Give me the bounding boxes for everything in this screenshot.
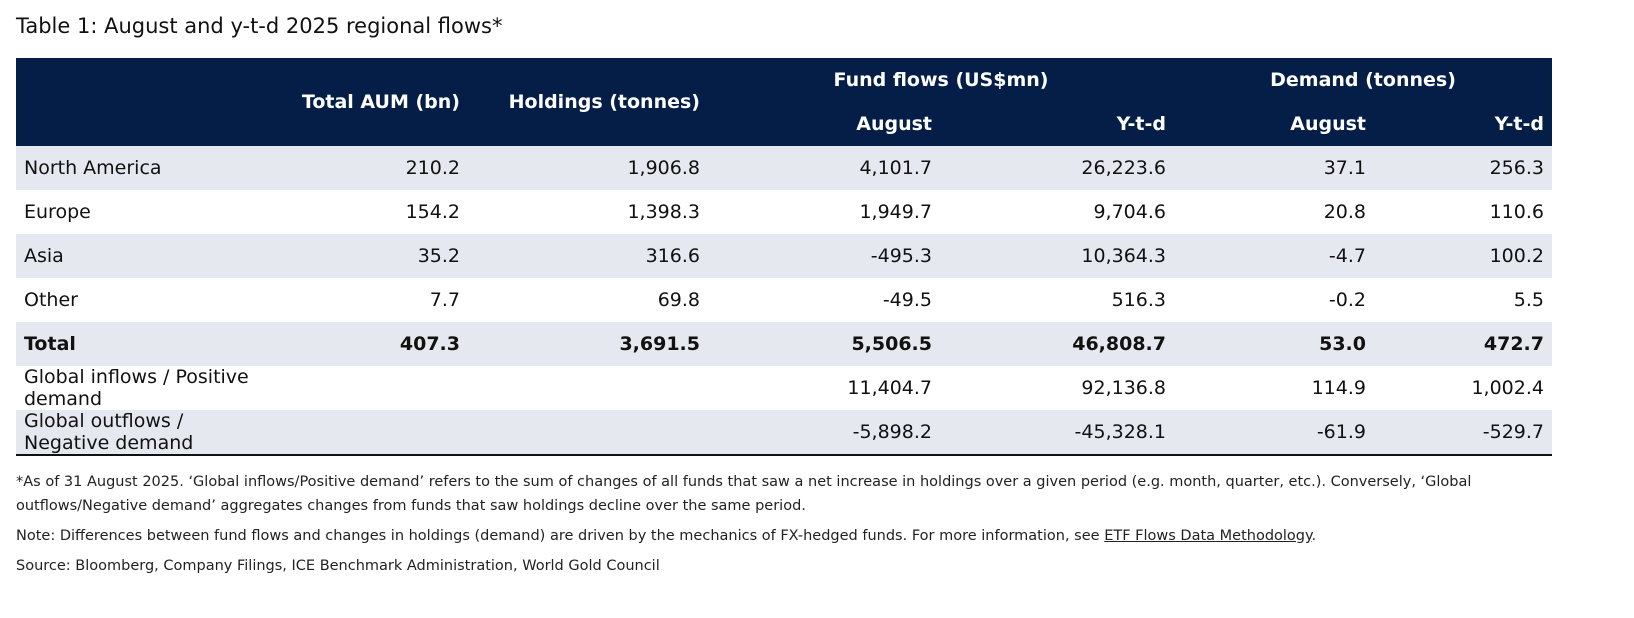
table-title: Table 1: August and y-t-d 2025 regional … [16,14,503,38]
table-row: Asia 35.2 316.6 -495.3 10,364.3 -4.7 100.2 [16,234,1552,278]
header-ff-august: August [708,102,940,146]
cell-region: Other [24,289,78,311]
cell-aum [272,366,468,410]
regional-flows-table: Total AUM (bn) Holdings (tonnes) Fund fl… [16,58,1552,456]
cell-region: Total [16,322,272,366]
header-holdings: Holdings (tonnes) [468,58,708,146]
header-fund-flows: Fund flows (US$mn) [708,58,1174,102]
table-row: Global inflows / Positive demand 11,404.7… [16,366,1552,410]
cell-holdings [468,366,708,410]
cell-ff-aug: -495.3 [708,234,940,278]
cell-d-aug: 53.0 [1174,322,1374,366]
cell-d-aug: -4.7 [1174,234,1374,278]
cell-d-ytd: 110.6 [1489,201,1544,223]
cell-d-aug: -0.2 [1328,289,1366,311]
cell-ff-aug: 1,949.7 [859,201,932,223]
table-row: Europe 154.2 1,398.3 1,949.7 9,704.6 20.8 110.… [16,190,1552,234]
cell-region: Asia [16,234,272,278]
cell-ff-ytd: 10,364.3 [940,234,1174,278]
header-ff-ytd: Y-t-d [940,102,1174,146]
cell-aum: 7.7 [429,289,460,311]
cell-region: Global inflows / Positive demand [24,366,249,410]
methodology-link[interactable]: ETF Flows Data Methodology [1104,528,1312,544]
header-d-ytd: Y-t-d [1374,102,1552,146]
cell-holdings: 1,398.3 [627,201,700,223]
cell-d-ytd: -529.7 [1374,410,1552,456]
header-total-aum: Total AUM (bn) [272,58,468,146]
header-demand: Demand (tonnes) [1174,58,1552,102]
note: Note: Differences between fund flows and… [16,524,1576,548]
cell-d-ytd: 100.2 [1374,234,1552,278]
cell-d-aug: 20.8 [1323,201,1366,223]
cell-region: Europe [24,201,91,223]
header-region [16,58,272,146]
note-end: . [1311,528,1317,544]
cell-holdings: 1,906.8 [468,146,708,190]
cell-ff-ytd: 26,223.6 [940,146,1174,190]
cell-ff-ytd: 92,136.8 [1081,377,1166,399]
cell-d-ytd: 472.7 [1374,322,1552,366]
cell-aum: 407.3 [272,322,468,366]
note-text: Note: Differences between fund flows and… [16,528,1105,544]
table-row: Total 407.3 3,691.5 5,506.5 46,808.7 53.0 472.… [16,322,1552,366]
cell-d-aug: 37.1 [1174,146,1374,190]
cell-d-ytd: 256.3 [1374,146,1552,190]
cell-holdings [468,410,708,456]
cell-ff-aug: 5,506.5 [708,322,940,366]
cell-ff-aug: 4,101.7 [708,146,940,190]
cell-aum: 35.2 [272,234,468,278]
header-d-august: August [1174,102,1374,146]
cell-ff-aug: -49.5 [882,289,932,311]
cell-d-aug: 114.9 [1311,377,1366,399]
cell-ff-aug: 11,404.7 [847,377,932,399]
cell-holdings: 316.6 [468,234,708,278]
notes: *As of 31 August 2025. ‘Global inflows/P… [16,470,1576,584]
table-row: Other 7.7 69.8 -49.5 516.3 -0.2 5.5 [16,278,1552,322]
cell-d-ytd: 1,002.4 [1471,377,1544,399]
table-row: North America 210.2 1,906.8 4,101.7 26,223.6… [16,146,1552,190]
cell-region: Global outflows / Negative demand [16,410,272,456]
cell-ff-ytd: 46,808.7 [940,322,1174,366]
cell-ff-ytd: -45,328.1 [940,410,1174,456]
cell-holdings: 3,691.5 [468,322,708,366]
cell-d-ytd: 5.5 [1513,289,1544,311]
cell-aum [272,410,468,456]
source: Source: Bloomberg, Company Filings, ICE … [16,558,660,574]
footnote: *As of 31 August 2025. ‘Global inflows/P… [16,474,1472,514]
table-row: Global outflows / Negative demand -5,898.… [16,410,1552,456]
cell-aum: 154.2 [405,201,460,223]
cell-aum: 210.2 [272,146,468,190]
cell-ff-ytd: 516.3 [1111,289,1166,311]
cell-ff-ytd: 9,704.6 [1093,201,1166,223]
cell-ff-aug: -5,898.2 [708,410,940,456]
cell-holdings: 69.8 [657,289,700,311]
cell-region: North America [16,146,272,190]
cell-d-aug: -61.9 [1174,410,1374,456]
